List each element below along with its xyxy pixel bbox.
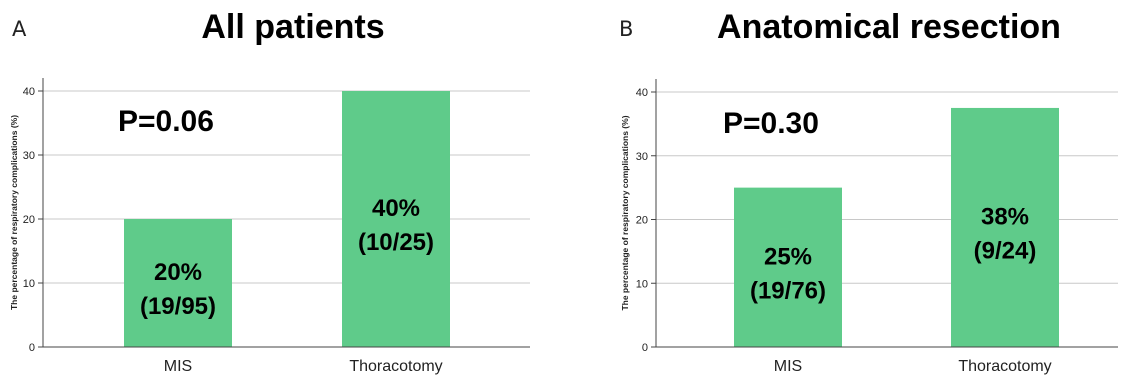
y-tick-label: 20 [23,214,35,226]
y-axis-label: The percentage of respiratory complicati… [9,115,19,310]
bar-label-count: (10/25) [358,229,434,256]
bar-label-percent: 20% [154,259,202,286]
bar-label-percent: 40% [372,195,420,222]
bar-thoracotomy [951,107,1059,347]
chart-title: Anatomical resection [717,8,1061,46]
x-tick-label: MIS [774,358,802,375]
y-tick-label: 0 [29,342,35,354]
y-tick-label: 30 [23,150,35,162]
y-axis-label: The percentage of respiratory complicati… [620,115,630,310]
bar-label-count: (19/76) [750,277,826,304]
y-tick-label: 30 [636,151,648,163]
bar-label-count: (9/24) [974,237,1037,264]
y-tick-label: 10 [636,278,648,290]
bar-label-percent: 25% [764,243,812,270]
y-tick-label: 20 [636,215,648,227]
bar-label-count: (19/95) [140,293,216,320]
panel-letter: B [619,17,633,41]
bar-mis [124,219,232,347]
p-value-annotation: P=0.06 [118,105,214,138]
bar-mis [734,187,842,347]
chart-panel-a: A All patients 0 10 20 30 40 MIS 20% (19/95) Thora… [9,8,530,375]
y-tick-label: 40 [23,86,35,98]
x-tick-label: Thoracotomy [349,358,442,375]
panel-letter: A [12,17,27,41]
chart-title: All patients [201,8,384,46]
bar-label-percent: 38% [981,203,1029,230]
y-tick-label: 0 [642,342,648,354]
y-tick-label: 40 [636,87,648,99]
x-tick-label: Thoracotomy [958,358,1051,375]
y-tick-label: 10 [23,278,35,290]
bar-thoracotomy [342,91,450,347]
x-tick-label: MIS [164,358,192,375]
chart-panel-b: B Anatomical resection 0 10 20 30 40 MIS 25% (19/… [619,8,1118,375]
p-value-annotation: P=0.30 [723,107,819,140]
